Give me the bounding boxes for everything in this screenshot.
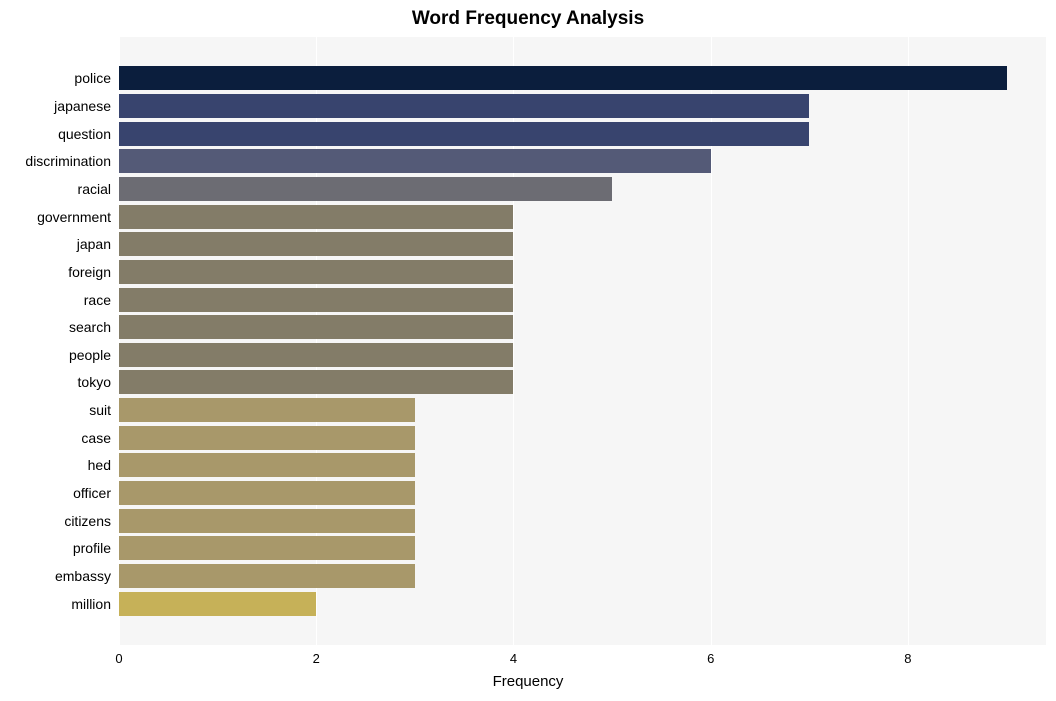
bar: [119, 232, 513, 256]
y-tick-label: people: [0, 347, 111, 363]
x-tick-label: 8: [904, 651, 911, 666]
x-tick-label: 6: [707, 651, 714, 666]
y-tick-label: embassy: [0, 568, 111, 584]
y-tick-label: suit: [0, 402, 111, 418]
y-tick-label: hed: [0, 457, 111, 473]
y-tick-label: million: [0, 596, 111, 612]
plot-area: [119, 37, 1046, 645]
bar: [119, 205, 513, 229]
y-tick-label: racial: [0, 181, 111, 197]
y-tick-label: tokyo: [0, 374, 111, 390]
bar: [119, 66, 1007, 90]
y-tick-label: case: [0, 430, 111, 446]
bar: [119, 149, 711, 173]
bar: [119, 398, 415, 422]
bar: [119, 260, 513, 284]
y-tick-label: foreign: [0, 264, 111, 280]
x-tick-label: 4: [510, 651, 517, 666]
x-tick-label: 2: [313, 651, 320, 666]
bar: [119, 315, 513, 339]
gridline: [908, 37, 909, 645]
bar: [119, 288, 513, 312]
y-tick-label: officer: [0, 485, 111, 501]
bar: [119, 481, 415, 505]
bar: [119, 536, 415, 560]
bar: [119, 426, 415, 450]
y-tick-label: race: [0, 292, 111, 308]
y-tick-label: japanese: [0, 98, 111, 114]
bar: [119, 122, 809, 146]
y-tick-label: search: [0, 319, 111, 335]
bar: [119, 94, 809, 118]
x-tick-label: 0: [115, 651, 122, 666]
word-frequency-chart: Word Frequency Analysis police japanese qu…: [0, 0, 1056, 701]
y-tick-label: discrimination: [0, 153, 111, 169]
bar: [119, 592, 316, 616]
bar: [119, 564, 415, 588]
bar: [119, 453, 415, 477]
y-tick-label: government: [0, 209, 111, 225]
y-tick-label: japan: [0, 236, 111, 252]
x-axis-label: Frequency: [0, 673, 1056, 690]
y-tick-label: police: [0, 70, 111, 86]
y-tick-label: question: [0, 126, 111, 142]
y-tick-label: profile: [0, 540, 111, 556]
chart-title: Word Frequency Analysis: [0, 8, 1056, 30]
bar: [119, 177, 612, 201]
bar: [119, 509, 415, 533]
y-tick-label: citizens: [0, 513, 111, 529]
bar: [119, 370, 513, 394]
bar: [119, 343, 513, 367]
